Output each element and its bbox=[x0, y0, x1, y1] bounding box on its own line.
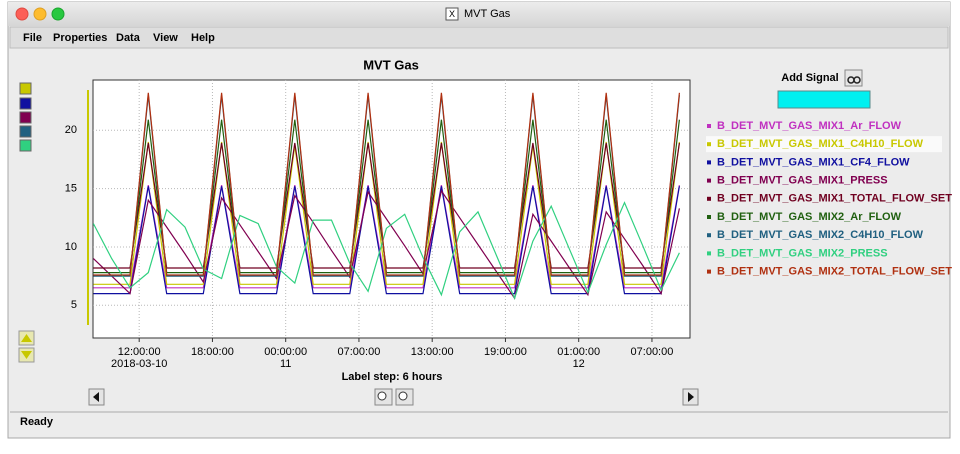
menu-item[interactable]: View bbox=[153, 32, 178, 44]
binocular-icon bbox=[853, 76, 861, 84]
series-line bbox=[93, 95, 680, 277]
menu-item[interactable]: Data bbox=[116, 32, 141, 44]
close-button[interactable] bbox=[15, 7, 29, 21]
series-line bbox=[93, 92, 680, 276]
legend-entry[interactable]: B_DET_MVT_GAS_MIX2_TOTAL_FLOW_SET bbox=[717, 266, 952, 278]
legend-entry[interactable]: B_DET_MVT_GAS_MIX1_Ar_FLOW bbox=[717, 120, 902, 132]
legend: B_DET_MVT_GAS_MIX1_Ar_FLOW B_DET_MVT_GAS_… bbox=[706, 120, 952, 278]
plot-area bbox=[92, 79, 691, 339]
color-swatch[interactable] bbox=[19, 139, 32, 152]
down-arrow bbox=[21, 351, 32, 359]
series-line bbox=[92, 189, 680, 300]
menu-item[interactable]: Properties bbox=[53, 32, 107, 44]
x-tick-label: 00:00:00 bbox=[264, 346, 307, 358]
x-tick-label: 18:00:00 bbox=[191, 346, 234, 358]
add-signal-label: Add Signal bbox=[781, 72, 838, 84]
legend-entry[interactable]: B_DET_MVT_GAS_MIX1_TOTAL_FLOW_SET bbox=[717, 193, 952, 205]
x-icon bbox=[445, 7, 459, 21]
color-swatch[interactable] bbox=[19, 97, 32, 110]
legend-swatch bbox=[707, 178, 711, 183]
legend-swatch bbox=[707, 124, 711, 128]
x-tick-date: 2018-03-10 bbox=[111, 358, 167, 370]
status-text: Ready bbox=[20, 416, 54, 428]
color-swatch[interactable] bbox=[19, 125, 32, 138]
menu-item[interactable]: Help bbox=[191, 32, 215, 44]
legend-swatch bbox=[707, 269, 711, 274]
x-tick-label: 13:00:00 bbox=[411, 346, 454, 358]
zoom-out-icon bbox=[398, 391, 408, 401]
x-tick-date: 12 bbox=[573, 358, 585, 370]
series-line bbox=[92, 201, 680, 301]
x-tick-date: 11 bbox=[280, 358, 291, 370]
x-tick-label: 07:00:00 bbox=[631, 346, 674, 358]
color-swatch[interactable] bbox=[19, 82, 32, 95]
menu-item[interactable]: File bbox=[23, 32, 42, 44]
legend-entry[interactable]: B_DET_MVT_GAS_MIX2_PRESS bbox=[717, 247, 888, 259]
title-bar bbox=[8, 2, 950, 26]
x-tick-label: 19:00:00 bbox=[484, 346, 527, 358]
legend-swatch bbox=[707, 196, 711, 201]
y-tick-label: 5 bbox=[71, 299, 77, 311]
legend-swatch bbox=[707, 251, 711, 256]
legend-swatch bbox=[707, 142, 711, 147]
zoom-in-icon bbox=[377, 391, 387, 401]
up-arrow bbox=[21, 334, 32, 342]
minimize-button[interactable] bbox=[33, 7, 47, 21]
series-line bbox=[93, 184, 680, 289]
chart-title: MVT Gas bbox=[363, 57, 419, 72]
legend-swatch bbox=[707, 233, 711, 238]
legend-swatch bbox=[707, 215, 711, 219]
y-tick-label: 20 bbox=[65, 124, 77, 136]
y-tick-label: 15 bbox=[65, 182, 77, 194]
right-arrow bbox=[688, 392, 694, 402]
window-title: MVT Gas bbox=[464, 8, 511, 20]
left-arrow bbox=[93, 392, 99, 402]
legend-entry[interactable]: B_DET_MVT_GAS_MIX2_C4H10_FLOW bbox=[717, 229, 924, 241]
legend-entry[interactable]: B_DET_MVT_GAS_MIX1_C4H10_FLOW bbox=[717, 138, 924, 150]
zoom-button[interactable] bbox=[51, 7, 65, 21]
series-line bbox=[93, 141, 680, 285]
label-step: Label step: 6 hours bbox=[342, 371, 443, 383]
x-tick-label: 01:00:00 bbox=[557, 346, 600, 358]
x-tick-label: 07:00:00 bbox=[338, 346, 381, 358]
legend-selected bbox=[706, 136, 942, 153]
legend-swatch bbox=[707, 160, 711, 165]
legend-entry[interactable]: B_DET_MVT_GAS_MIX1_PRESS bbox=[717, 175, 888, 187]
x-icon-glyph: X bbox=[449, 9, 455, 19]
legend-entry[interactable]: B_DET_MVT_GAS_MIX1_CF4_FLOW bbox=[717, 156, 910, 168]
color-swatch[interactable] bbox=[19, 111, 32, 124]
y-tick-label: 10 bbox=[65, 241, 77, 253]
signal-input[interactable] bbox=[777, 90, 871, 109]
series-line bbox=[93, 186, 680, 295]
menu-bar bbox=[9, 26, 949, 49]
legend-entry[interactable]: B_DET_MVT_GAS_MIX2_Ar_FLOW bbox=[717, 211, 902, 223]
series-lines bbox=[92, 92, 680, 301]
x-tick-label: 12:00:00 bbox=[118, 346, 161, 358]
